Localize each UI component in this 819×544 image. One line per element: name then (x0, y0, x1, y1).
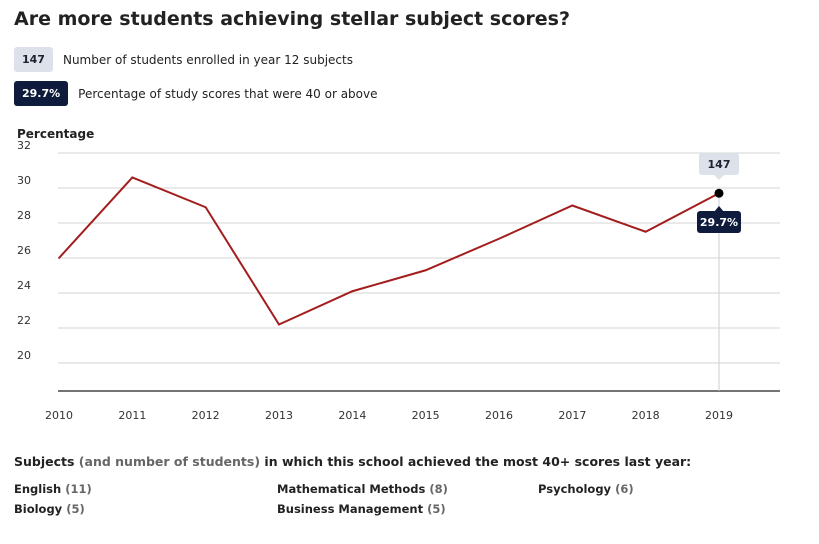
subject-biology: Biology (5) (14, 502, 85, 516)
line-chart: Percentage 20 22 24 26 28 30 32 2010 2011 2012 20… (17, 127, 780, 422)
data-point (644, 230, 647, 233)
legend-percentage: 29.7% Percentage of study scores that we… (14, 81, 378, 106)
y-tick-label: 24 (17, 279, 31, 292)
subject-name: English (14, 482, 62, 496)
subject-count: (8) (429, 482, 448, 496)
x-tick-label: 2017 (558, 409, 586, 422)
percentage-callout-pointer (714, 206, 724, 212)
students-legend-label: Number of students enrolled in year 12 s… (62, 52, 353, 67)
data-point (58, 257, 60, 259)
y-tick-label: 26 (17, 244, 31, 257)
chart-title: Are more students achieving stellar subj… (14, 8, 571, 30)
y-tick-label: 28 (17, 209, 31, 222)
data-point (131, 176, 134, 179)
x-tick-label: 2019 (705, 409, 733, 422)
students-badge: 147 (14, 47, 53, 72)
subject-mathematical-methods: Mathematical Methods (8) (277, 482, 448, 496)
x-tick-label: 2010 (45, 409, 73, 422)
data-point (571, 204, 574, 207)
subjects-heading-rest: in which this school achieved the most 4… (264, 454, 692, 469)
data-point (498, 237, 500, 240)
subject-english: English (11) (14, 482, 92, 496)
y-tick-label: 22 (17, 314, 31, 327)
subject-count: (6) (615, 482, 634, 496)
y-tick-label: 30 (17, 174, 31, 187)
y-tick-label: 20 (17, 349, 31, 362)
percentage-legend-label: Percentage of study scores that were 40 … (78, 86, 378, 101)
subject-count: (11) (65, 482, 92, 496)
subjects-heading-muted: (and number of students) (78, 454, 261, 469)
x-tick-label: 2014 (338, 409, 366, 422)
students-callout-pointer (714, 175, 724, 180)
students-callout-label: 147 (708, 158, 731, 171)
data-point (278, 323, 280, 326)
legend-students: 147 Number of students enrolled in year … (14, 47, 353, 72)
y-axis-label: Percentage (17, 127, 94, 141)
subjects-heading-main: Subjects (14, 454, 75, 469)
series-line (58, 176, 720, 326)
percentage-badge: 29.7% (14, 81, 69, 106)
x-tick-label: 2012 (192, 409, 220, 422)
subject-name: Biology (14, 502, 63, 516)
subject-business-management: Business Management (5) (277, 502, 446, 516)
percentage-callout (697, 211, 741, 233)
data-point (351, 290, 354, 293)
subject-psychology: Psychology (6) (538, 482, 634, 496)
subjects-heading: Subjects (and number of students) in whi… (14, 454, 691, 469)
subject-name: Psychology (538, 482, 612, 496)
percentage-callout-label: 29.7% (700, 216, 738, 229)
subject-name: Business Management (277, 502, 424, 516)
students-callout (699, 153, 739, 175)
x-tick-label: 2011 (118, 409, 146, 422)
x-tick-label: 2015 (412, 409, 440, 422)
y-tick-label: 32 (17, 139, 31, 152)
x-tick-label: 2018 (632, 409, 660, 422)
subject-count: (5) (66, 502, 85, 516)
highlight-point (714, 188, 724, 198)
data-point (424, 269, 427, 272)
subject-count: (5) (427, 502, 446, 516)
x-tick-label: 2013 (265, 409, 293, 422)
x-tick-label: 2016 (485, 409, 513, 422)
data-point (204, 206, 207, 209)
subject-name: Mathematical Methods (277, 482, 426, 496)
